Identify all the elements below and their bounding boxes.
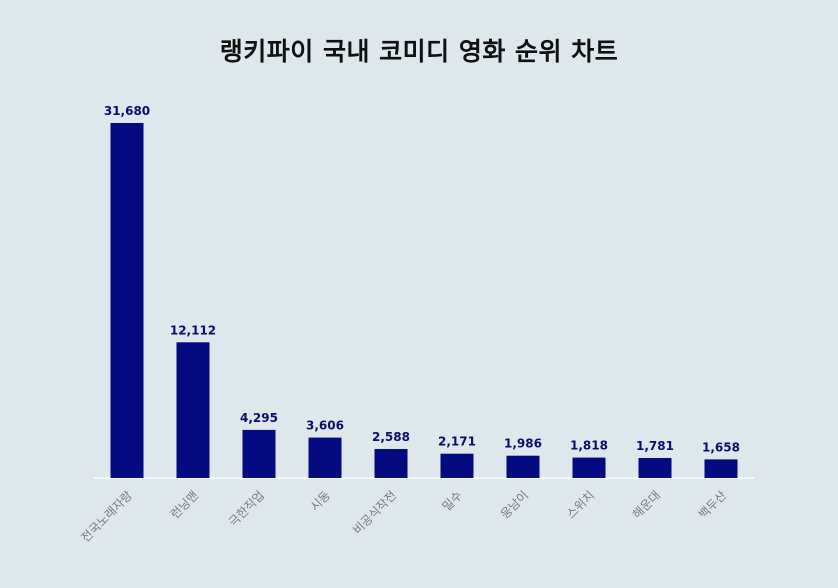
bar-5: [374, 449, 408, 478]
tick-label-10: 백두산: [696, 488, 729, 521]
tick-label-1: 전국노래자랑: [78, 488, 135, 545]
tick-labels-group: 전국노래자랑 런닝맨 극한직업 시동 비공식작전 밀수 웅남이 스위치 해운대 백두산: [78, 488, 729, 545]
bars-group: [110, 123, 738, 478]
tick-label-2: 런닝맨: [168, 488, 201, 521]
value-label-2: 12,112: [170, 323, 216, 337]
bar-8: [572, 457, 606, 478]
value-label-8: 1,818: [570, 439, 608, 453]
bar-6: [440, 453, 474, 478]
value-label-10: 1,658: [702, 440, 740, 454]
chart-title: 랭키파이 국내 코미디 영화 순위 차트: [219, 37, 619, 66]
bar-9: [638, 458, 672, 478]
bar-7: [506, 455, 540, 478]
value-label-9: 1,781: [636, 439, 674, 453]
bar-3: [242, 429, 276, 478]
value-label-4: 3,606: [306, 419, 344, 433]
bar-4: [308, 437, 342, 478]
tick-label-9: 해운대: [630, 488, 663, 521]
bar-1: [110, 123, 144, 478]
value-label-3: 4,295: [240, 411, 278, 425]
bar-10: [704, 459, 738, 478]
value-label-6: 2,171: [438, 435, 476, 449]
tick-label-5: 비공식작전: [350, 488, 399, 537]
tick-label-4: 시동: [308, 488, 334, 514]
bar-2: [176, 342, 210, 478]
value-labels-group: 31,680 12,112 4,295 3,606 2,588 2,171 1,986 1,8…: [104, 104, 740, 454]
value-label-7: 1,986: [504, 437, 542, 451]
tick-label-7: 웅남이: [498, 488, 531, 521]
value-label-5: 2,588: [372, 430, 410, 444]
tick-label-6: 밀수: [440, 488, 466, 514]
value-label-1: 31,680: [104, 104, 150, 118]
tick-label-3: 극한직업: [226, 488, 267, 529]
tick-label-8: 스위치: [564, 488, 597, 521]
